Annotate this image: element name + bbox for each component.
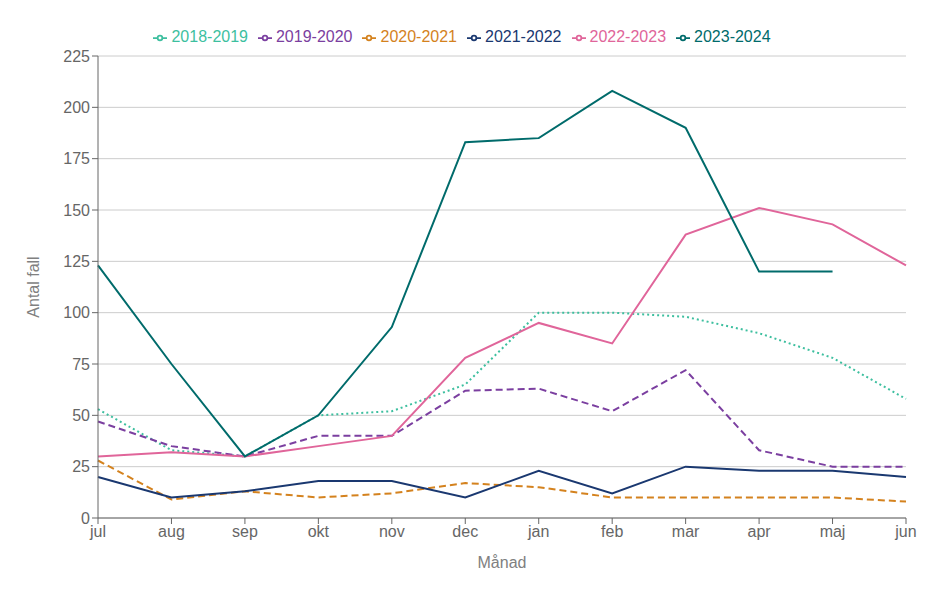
svg-text:125: 125	[63, 253, 90, 270]
html-text:2020-2021: 2020-2021	[380, 28, 457, 45]
svg-text:175: 175	[63, 150, 90, 167]
svg-text:sep: sep	[232, 523, 258, 540]
svg-text:75: 75	[72, 356, 90, 373]
svg-text:Antal fall: Antal fall	[25, 256, 42, 317]
svg-text:jan: jan	[527, 523, 549, 540]
svg-text:maj: maj	[820, 523, 846, 540]
svg-text:okt: okt	[308, 523, 330, 540]
svg-text:200: 200	[63, 99, 90, 116]
svg-text:jun: jun	[894, 523, 916, 540]
svg-text:0: 0	[81, 510, 90, 527]
html-text:2019-2020: 2019-2020	[276, 28, 353, 45]
svg-text:apr: apr	[748, 523, 772, 540]
svg-text:mar: mar	[672, 523, 700, 540]
html-text:2021-2022: 2021-2022	[485, 28, 562, 45]
svg-text:aug: aug	[158, 523, 185, 540]
svg-text:50: 50	[72, 407, 90, 424]
svg-text:feb: feb	[601, 523, 623, 540]
svg-text:100: 100	[63, 304, 90, 321]
html-text:2023-2024: 2023-2024	[694, 28, 771, 45]
svg-text:225: 225	[63, 48, 90, 65]
svg-text:150: 150	[63, 202, 90, 219]
html-text:2022-2023: 2022-2023	[589, 28, 666, 45]
svg-text:dec: dec	[452, 523, 478, 540]
svg-text:jul: jul	[89, 523, 106, 540]
svg-text:Månad: Månad	[478, 554, 527, 571]
html-text:2018-2019: 2018-2019	[171, 28, 248, 45]
svg-text:nov: nov	[379, 523, 405, 540]
svg-text:25: 25	[72, 458, 90, 475]
